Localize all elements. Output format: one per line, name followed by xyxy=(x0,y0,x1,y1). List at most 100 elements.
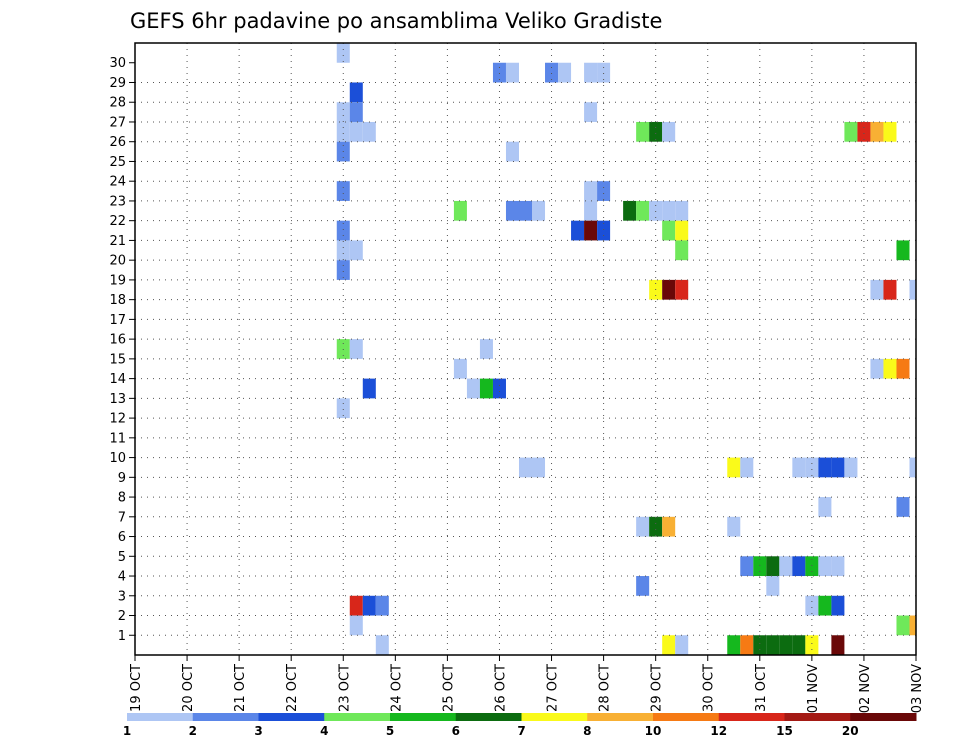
heat-cell xyxy=(649,516,663,537)
heat-cell xyxy=(779,556,793,577)
y-tick-label: 6 xyxy=(118,530,126,545)
y-tick-label: 26 xyxy=(109,135,126,150)
heat-cell xyxy=(349,102,363,122)
heat-cell xyxy=(844,121,858,142)
heat-cell xyxy=(584,220,598,241)
heat-cell xyxy=(883,279,897,300)
colorbar: 1 2 3 4 5 6 7 8 10 12 15 20 xyxy=(123,713,917,738)
heat-cell xyxy=(818,595,832,616)
heat-cell xyxy=(636,576,650,596)
x-tick-label: 26 OCT xyxy=(493,664,508,712)
heat-cell xyxy=(532,457,546,478)
heat-cell xyxy=(896,358,910,379)
heat-cell xyxy=(584,200,598,221)
colorbar-swatch xyxy=(390,713,457,721)
heat-cell xyxy=(675,635,689,655)
colorbar-swatch xyxy=(324,713,391,721)
colorbar-swatch xyxy=(587,713,654,721)
heat-cell xyxy=(349,240,363,261)
x-tick-label: 22 OCT xyxy=(285,664,300,712)
heat-cell xyxy=(675,220,689,241)
heat-cell xyxy=(831,635,845,655)
heat-cell xyxy=(727,516,741,537)
heat-cell xyxy=(505,141,519,162)
y-tick-label: 12 xyxy=(109,412,126,427)
heat-cell xyxy=(805,556,819,577)
heat-cell xyxy=(883,358,897,379)
colorbar-label: 15 xyxy=(776,724,793,738)
heat-cell xyxy=(896,497,910,517)
heat-cell xyxy=(349,595,363,616)
colorbar-swatch xyxy=(850,713,917,721)
heat-cell xyxy=(597,62,611,83)
heat-cell xyxy=(792,556,806,577)
colorbar-swatch xyxy=(127,713,194,721)
heat-cell xyxy=(662,279,676,300)
heat-cell xyxy=(584,102,598,122)
heat-cell xyxy=(336,43,350,63)
heat-cell xyxy=(558,62,572,83)
y-tick-label: 29 xyxy=(109,76,126,91)
heat-cell xyxy=(662,200,676,221)
colorbar-label: 1 xyxy=(123,724,131,738)
heat-cell xyxy=(584,181,598,201)
y-tick-label: 4 xyxy=(118,570,126,585)
y-tick-label: 23 xyxy=(109,194,126,209)
heat-cell xyxy=(909,615,916,636)
y-tick-label: 25 xyxy=(109,155,126,170)
x-tick-label: 19 OCT xyxy=(129,664,144,712)
chart-title: GEFS 6hr padavine po ansamblima Veliko G… xyxy=(130,9,662,33)
heat-cell xyxy=(779,635,793,655)
y-tick-label: 21 xyxy=(109,234,126,249)
y-tick-label: 15 xyxy=(109,352,126,367)
heat-cell xyxy=(675,240,689,261)
heat-cell xyxy=(727,457,741,478)
heat-cell xyxy=(831,457,845,478)
heat-cell xyxy=(336,102,350,122)
heat-cell xyxy=(518,200,533,221)
heat-cell xyxy=(896,240,910,261)
heat-cell xyxy=(818,556,832,577)
y-tick-label: 2 xyxy=(118,609,126,624)
y-tick-label: 24 xyxy=(109,175,126,190)
heat-cell xyxy=(636,121,650,142)
x-tick-label: 02 NOV xyxy=(858,664,873,713)
heat-cell xyxy=(349,615,363,636)
heat-cell xyxy=(375,595,389,616)
heat-cell xyxy=(492,378,506,399)
heat-cell xyxy=(362,121,376,142)
heat-cell xyxy=(336,260,350,280)
y-tick-label: 10 xyxy=(109,451,126,466)
x-tick-label: 25 OCT xyxy=(441,664,456,712)
colorbar-label: 12 xyxy=(710,724,727,738)
heat-cell xyxy=(727,635,741,655)
heat-cell xyxy=(336,121,350,142)
y-tick-label: 22 xyxy=(109,214,126,229)
heat-cell xyxy=(883,121,897,142)
heat-cell xyxy=(753,635,767,655)
y-tick-label: 13 xyxy=(109,392,126,407)
heat-cell xyxy=(597,181,611,201)
cells-layer xyxy=(336,43,916,655)
heat-cell xyxy=(545,62,559,83)
y-tick-label: 5 xyxy=(118,550,126,565)
heat-cell xyxy=(870,121,884,142)
grid-layer xyxy=(135,43,916,656)
heat-cell xyxy=(896,615,910,636)
heat-cell xyxy=(336,240,350,261)
heat-cell xyxy=(375,635,389,655)
heat-cell xyxy=(818,457,832,478)
y-tick-label: 30 xyxy=(109,56,126,71)
heat-cell xyxy=(818,497,832,517)
colorbar-label: 4 xyxy=(320,724,328,738)
colorbar-swatch xyxy=(718,713,785,721)
x-tick-label: 01 NOV xyxy=(806,664,821,713)
heat-cell xyxy=(349,121,363,142)
heat-cell xyxy=(675,200,689,221)
colorbar-label: 7 xyxy=(517,724,525,738)
colorbar-swatch xyxy=(784,713,851,721)
heat-cell xyxy=(844,457,858,478)
y-tick-label: 18 xyxy=(109,293,126,308)
colorbar-label: 6 xyxy=(452,724,460,738)
